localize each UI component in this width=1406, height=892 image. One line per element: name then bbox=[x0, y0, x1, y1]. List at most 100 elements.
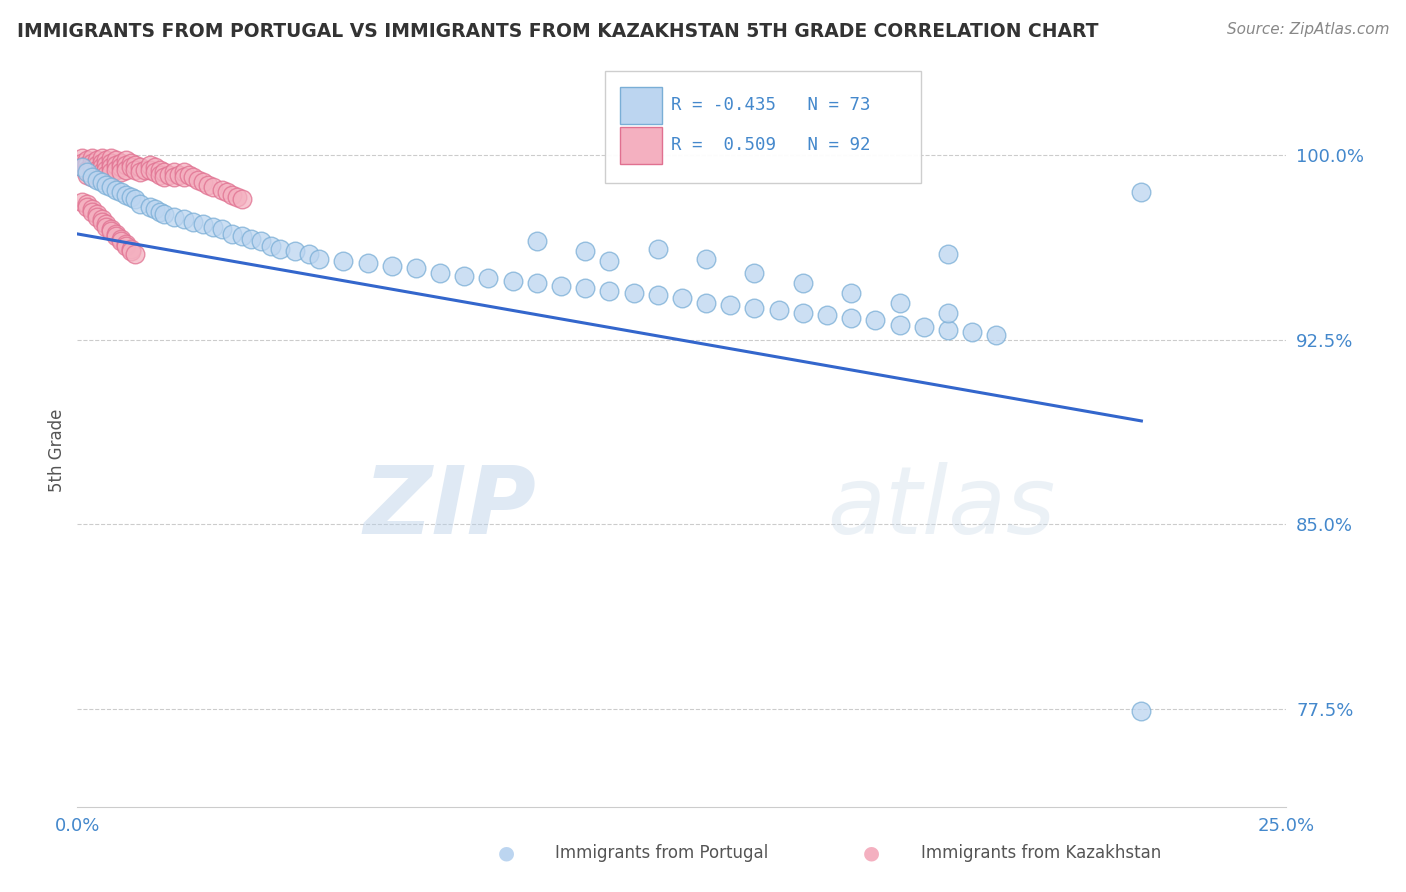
Point bbox=[187, 173, 209, 187]
Point bbox=[744, 266, 766, 280]
Point bbox=[80, 151, 103, 165]
Point bbox=[105, 153, 128, 167]
Point bbox=[960, 326, 983, 340]
Point bbox=[574, 281, 596, 295]
Point bbox=[250, 235, 273, 249]
Point bbox=[163, 210, 186, 224]
Point bbox=[526, 276, 548, 290]
Point bbox=[120, 161, 142, 175]
Point bbox=[211, 183, 233, 197]
Point bbox=[526, 235, 548, 249]
Point bbox=[110, 232, 132, 246]
Point bbox=[100, 165, 122, 179]
Point bbox=[269, 242, 291, 256]
Point bbox=[865, 313, 887, 327]
Text: Immigrants from Kazakhstan: Immigrants from Kazakhstan bbox=[921, 844, 1161, 862]
Text: Immigrants from Portugal: Immigrants from Portugal bbox=[555, 844, 769, 862]
Point bbox=[70, 161, 93, 175]
Point bbox=[86, 158, 108, 172]
Point bbox=[120, 244, 142, 259]
Point bbox=[183, 170, 205, 185]
Point bbox=[90, 175, 112, 189]
Point bbox=[201, 219, 224, 234]
Point bbox=[231, 229, 253, 244]
Point bbox=[114, 236, 136, 251]
Point bbox=[129, 161, 152, 175]
Point bbox=[76, 197, 98, 211]
Point bbox=[143, 161, 166, 175]
Point bbox=[80, 155, 103, 169]
Point bbox=[96, 178, 118, 192]
Point bbox=[105, 163, 128, 178]
Point bbox=[134, 163, 156, 178]
Point bbox=[80, 170, 103, 185]
Point bbox=[477, 271, 499, 285]
Point bbox=[240, 232, 263, 246]
Point bbox=[90, 170, 112, 185]
Point bbox=[86, 153, 108, 167]
Point bbox=[70, 151, 93, 165]
Text: R =  0.509   N = 92: R = 0.509 N = 92 bbox=[671, 136, 870, 154]
Point bbox=[598, 284, 620, 298]
Point bbox=[405, 261, 427, 276]
Point bbox=[191, 175, 214, 189]
Point bbox=[100, 222, 122, 236]
Point bbox=[80, 204, 103, 219]
Point bbox=[163, 165, 186, 179]
Point bbox=[792, 276, 814, 290]
Point bbox=[623, 285, 645, 300]
Point bbox=[139, 200, 162, 214]
Point bbox=[889, 318, 911, 332]
Point bbox=[76, 163, 98, 178]
Point bbox=[1130, 185, 1153, 199]
Y-axis label: 5th Grade: 5th Grade bbox=[48, 409, 66, 492]
Point bbox=[90, 155, 112, 169]
Point bbox=[114, 153, 136, 167]
Point bbox=[100, 155, 122, 169]
Point bbox=[129, 165, 152, 179]
Point bbox=[114, 239, 136, 253]
Point bbox=[90, 214, 112, 228]
Point bbox=[260, 239, 283, 253]
Point bbox=[114, 163, 136, 178]
Point bbox=[298, 246, 321, 260]
Point bbox=[148, 163, 170, 178]
Point bbox=[96, 153, 118, 167]
Point bbox=[76, 153, 98, 167]
Point bbox=[163, 170, 186, 185]
Point bbox=[792, 306, 814, 320]
Point bbox=[695, 295, 717, 310]
Point bbox=[96, 219, 118, 234]
Text: R = -0.435   N = 73: R = -0.435 N = 73 bbox=[671, 96, 870, 114]
Point bbox=[221, 227, 243, 241]
Point bbox=[124, 246, 146, 260]
Point bbox=[332, 254, 354, 268]
Point bbox=[105, 227, 128, 241]
Point bbox=[815, 308, 838, 322]
Point bbox=[231, 193, 253, 207]
Point bbox=[105, 158, 128, 172]
Point bbox=[718, 298, 741, 312]
Point bbox=[574, 244, 596, 259]
Point bbox=[110, 235, 132, 249]
Point bbox=[100, 180, 122, 194]
Point bbox=[90, 165, 112, 179]
Point bbox=[429, 266, 451, 280]
Point bbox=[936, 306, 959, 320]
Point bbox=[453, 268, 475, 283]
Point bbox=[86, 168, 108, 182]
Point bbox=[76, 158, 98, 172]
Point bbox=[153, 207, 176, 221]
Point bbox=[70, 194, 93, 209]
Point bbox=[381, 259, 404, 273]
Point bbox=[912, 320, 935, 334]
Point bbox=[221, 187, 243, 202]
Point bbox=[598, 254, 620, 268]
Point bbox=[96, 217, 118, 231]
Point bbox=[110, 165, 132, 179]
Point bbox=[90, 151, 112, 165]
Point bbox=[90, 212, 112, 227]
Point bbox=[153, 170, 176, 185]
Point bbox=[114, 187, 136, 202]
Point bbox=[80, 170, 103, 185]
